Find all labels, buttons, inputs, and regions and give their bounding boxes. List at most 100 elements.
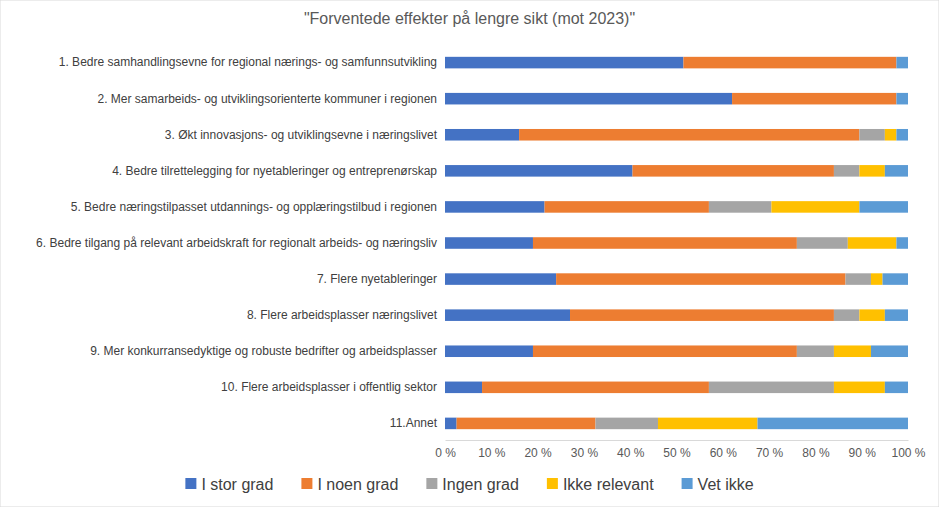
legend-item: Ingen grad (426, 476, 519, 493)
tick: 30 % (571, 440, 599, 460)
tick: 60 % (710, 440, 738, 460)
background (0, 0, 939, 507)
tick: 70 % (756, 440, 784, 460)
tick-label: 60 % (710, 446, 738, 460)
tick: 9. Mer konkurransedyktige og robuste bed… (90, 344, 445, 358)
x-axis-line (446, 440, 909, 441)
tick: 10. Flere arbeidsplasser i offentlig sek… (221, 380, 445, 394)
legend-swatch (301, 478, 312, 489)
tick: 20 % (524, 440, 552, 460)
bar-segment (896, 57, 908, 69)
tick-label: 30 % (571, 446, 599, 460)
tick: 11.Annet (390, 416, 445, 430)
bar-segment (445, 345, 533, 357)
bar-segment (732, 93, 896, 105)
series (595, 129, 884, 429)
tick: 1. Bedre samhandlingsevne for regional n… (59, 55, 445, 69)
bar-segment (545, 201, 709, 213)
bar-segment (885, 129, 897, 141)
tick: 4. Bedre tilrettelegging for nyetablerin… (112, 164, 445, 178)
tick-label: 70 % (756, 446, 784, 460)
bar-segment (834, 345, 871, 357)
bar-segment (683, 57, 896, 69)
tick-label: 0 % (435, 446, 456, 460)
series (758, 57, 908, 429)
tick: 10 % (478, 440, 506, 460)
tick: 50 % (663, 440, 691, 460)
bar-segment (445, 165, 633, 177)
bar-segment (709, 201, 772, 213)
legend-item: I noen grad (301, 476, 398, 493)
bar-segment (885, 309, 908, 321)
tick-label: 100 % (891, 446, 925, 460)
bar-segment (445, 418, 457, 430)
bar-segment (797, 345, 834, 357)
tick-label: 90 % (849, 446, 877, 460)
tick: 2. Mer samarbeids- og utviklingsorienter… (98, 92, 446, 106)
category-label: 4. Bedre tilrettelegging for nyetablerin… (112, 164, 437, 178)
category-label: 11.Annet (390, 416, 438, 430)
bars (445, 57, 908, 429)
category-label: 2. Mer samarbeids- og utviklingsorienter… (98, 92, 438, 106)
bar-segment (445, 382, 482, 394)
legend-label: Ingen grad (442, 476, 519, 493)
bar-segment (883, 273, 908, 285)
legend-swatch (547, 478, 558, 489)
tick: 6. Bedre tilgang på relevant arbeidskraf… (36, 236, 445, 250)
y-axis: 1. Bedre samhandlingsevne for regional n… (36, 55, 445, 430)
bar-segment (445, 57, 683, 69)
bar-segment (845, 273, 870, 285)
bar-segment (871, 345, 908, 357)
legend-label: Ikke relevant (563, 476, 654, 493)
tick-label: 40 % (617, 446, 645, 460)
category-label: 10. Flere arbeidsplasser i offentlig sek… (221, 380, 437, 394)
tick: 3. Økt innovasjons- og utviklingsevne i … (165, 128, 445, 142)
x-axis: 0 % 10 % 20 % 30 % 40 % 50 % 60 % 70 % 80 % 90 % 1… (435, 440, 926, 460)
legend-label: I stor grad (201, 476, 273, 493)
bar-segment (445, 93, 732, 105)
tick: 5. Bedre næringstilpasset utdannings- og… (71, 200, 445, 214)
tick-label: 80 % (802, 446, 830, 460)
bar-segment (848, 237, 897, 249)
bar-segment (595, 418, 658, 430)
bar-segment (519, 129, 859, 141)
bar-segment (658, 418, 758, 430)
category-label: 6. Bedre tilgang på relevant arbeidskraf… (36, 236, 437, 250)
category-label: 7. Flere nyetableringer (317, 272, 437, 286)
bar-segment (896, 237, 908, 249)
bar-segment (633, 165, 834, 177)
chart: "Forventede effekter på lengre sikt (mot… (0, 0, 939, 507)
bar-segment (871, 273, 883, 285)
category-label: 5. Bedre næringstilpasset utdannings- og… (71, 200, 437, 214)
bar-segment (556, 273, 845, 285)
tick: 100 % (891, 440, 925, 460)
bar-segment (834, 165, 859, 177)
tick-label: 10 % (478, 446, 506, 460)
tick: 80 % (802, 440, 830, 460)
legend-item: Ikke relevant (547, 476, 654, 493)
bar-segment (570, 309, 834, 321)
bar-segment (457, 418, 596, 430)
tick: 40 % (617, 440, 645, 460)
bar-segment (859, 201, 908, 213)
category-label: 1. Bedre samhandlingsevne for regional n… (59, 55, 437, 69)
legend: I stor grad I noen grad Ingen grad Ikke rel… (185, 476, 753, 493)
tick-label: 20 % (524, 446, 552, 460)
series (457, 57, 897, 429)
category-label: 9. Mer konkurransedyktige og robuste bed… (90, 344, 437, 358)
bar-segment (445, 129, 519, 141)
bar-segment (896, 93, 908, 105)
bar-segment (482, 382, 709, 394)
bar-segment (885, 382, 908, 394)
legend-item: I stor grad (185, 476, 273, 493)
legend-item: Vet ikke (682, 476, 754, 493)
series (658, 129, 896, 429)
legend-swatch (682, 478, 693, 489)
tick: 0 % (435, 440, 456, 460)
title: "Forventede effekter på lengre sikt (mot… (304, 10, 635, 27)
tick: 90 % (849, 440, 877, 460)
tick-label: 50 % (663, 446, 691, 460)
bar-segment (771, 201, 859, 213)
category-label: 3. Økt innovasjons- og utviklingsevne i … (165, 128, 438, 142)
bar-segment (859, 165, 884, 177)
